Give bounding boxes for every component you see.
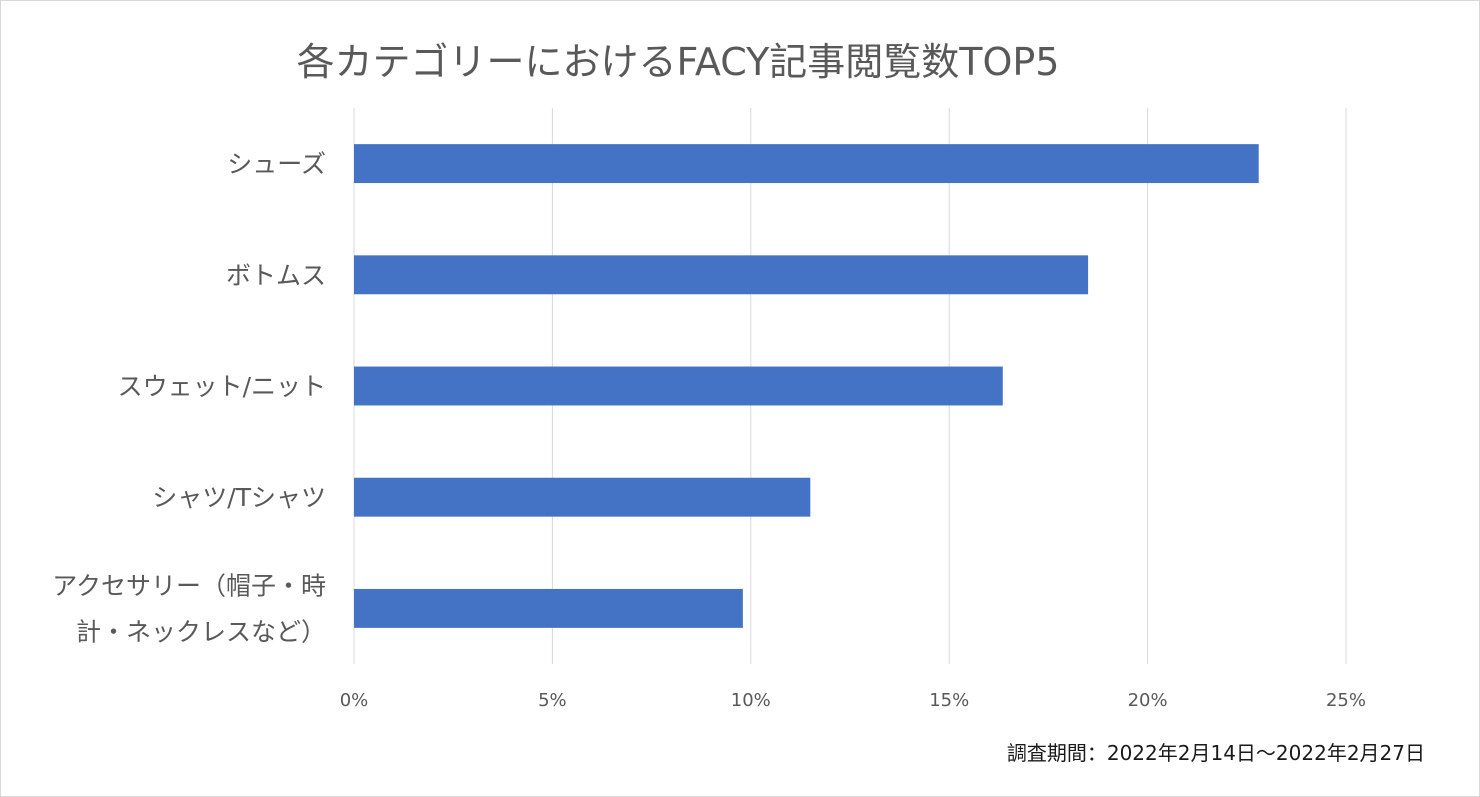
category-label: シャツ/Tシャツ (152, 483, 326, 512)
category-label: ボトムス (226, 261, 326, 290)
category-label: スウェット/ニット (118, 372, 326, 401)
x-tick-label: 10% (731, 690, 771, 711)
x-tick-label: 15% (929, 690, 969, 711)
x-tick-label: 0% (340, 690, 369, 711)
category-label: シューズ (227, 150, 326, 179)
category-label: 計・ネックレスなど） (76, 617, 326, 646)
x-tick-label: 25% (1326, 690, 1366, 711)
bars (354, 144, 1259, 628)
bar (354, 255, 1089, 295)
x-tick-label: 5% (538, 690, 567, 711)
x-tick-label: 20% (1128, 690, 1168, 711)
bar (354, 477, 811, 517)
bar (354, 144, 1259, 184)
survey-period-note: 調査期間：2022年2月14日～2022年2月27日 (1007, 741, 1425, 765)
bar (354, 366, 1003, 406)
gridlines (353, 108, 1347, 664)
category-label: アクセサリー（帽子・時 (52, 571, 326, 600)
chart-title: 各カテゴリーにおけるFACY記事閲覧数TOP5 (297, 40, 1060, 84)
axis-labels: 0% 5% 10% 15% 20% 25% シューズボトムススウェット/ニットシャツ/Tシャ… (52, 150, 1366, 711)
bar (354, 588, 743, 628)
